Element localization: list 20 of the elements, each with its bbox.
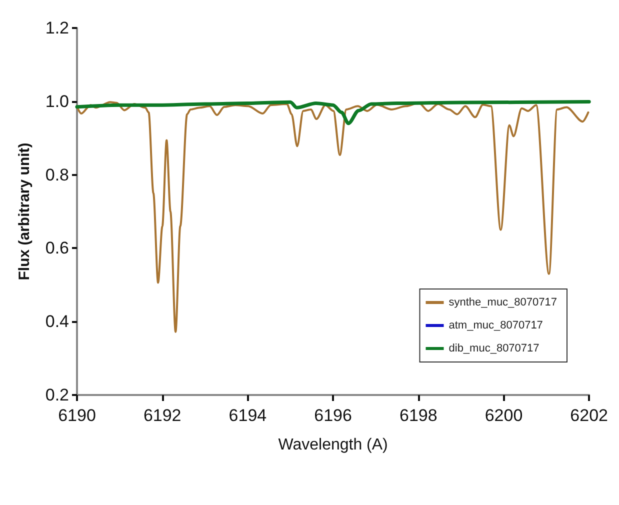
line-series (76, 101, 590, 333)
x-tick-label: 6198 (399, 406, 438, 425)
x-tick-label: 6190 (58, 406, 96, 425)
y-tick-label: 0.4 (45, 312, 69, 332)
x-tick-label: 6196 (314, 406, 352, 425)
x-tick-label: 6192 (143, 406, 182, 425)
y-tick-label: 0.8 (45, 165, 69, 184)
legend-label: dib_muc_8070717 (448, 342, 540, 354)
line-series (75, 100, 591, 126)
y-tick-label: 0.2 (45, 386, 69, 404)
x-tick-label: 6200 (484, 406, 523, 425)
x-axis-title: Wavelength (A) (278, 436, 388, 454)
y-tick-label: 1.2 (45, 18, 69, 38)
x-tick-label: 6194 (228, 406, 267, 425)
y-tick-label: 0.6 (45, 238, 69, 258)
y-axis-title: Flux (arbitrary unit) (16, 142, 33, 280)
legend-label: atm_muc_8070717 (448, 320, 543, 332)
y-tick-label: 1.0 (45, 92, 69, 111)
x-tick-label: 6202 (570, 406, 608, 425)
legend-label: synthe_muc_8070717 (448, 296, 557, 308)
